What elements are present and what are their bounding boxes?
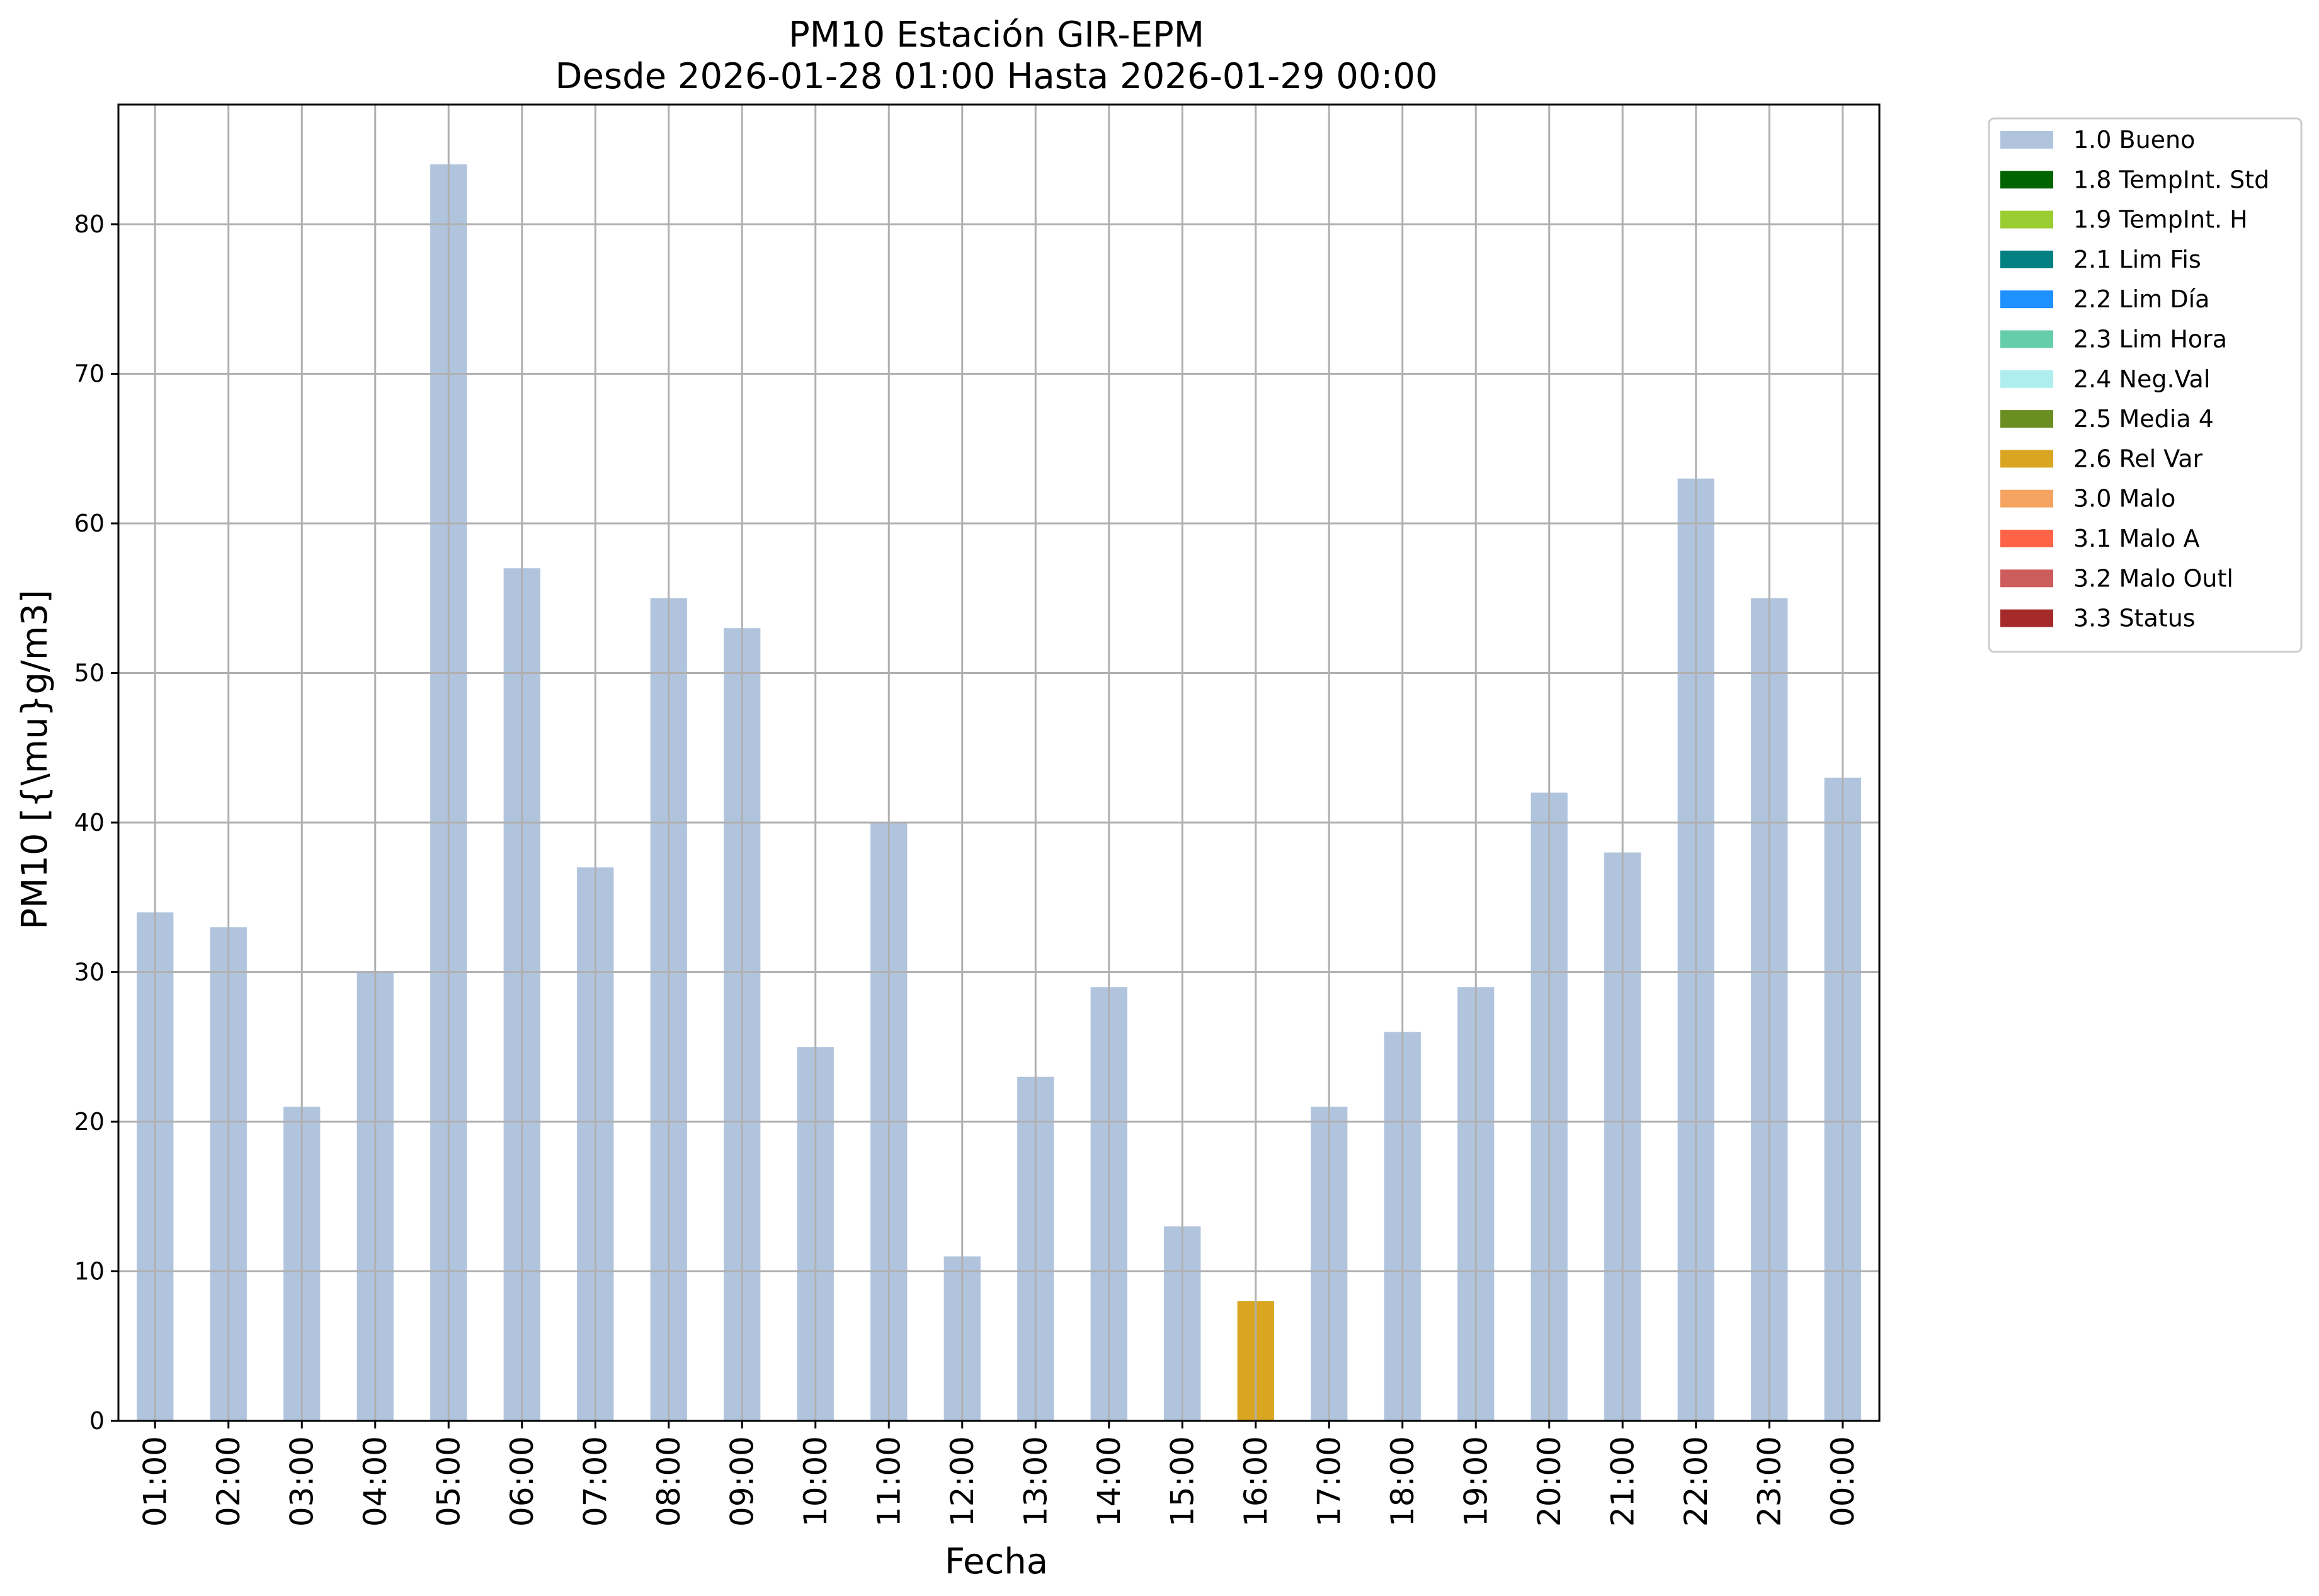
legend-entry: 3.0 Malo (2073, 485, 2175, 513)
plot-frame (117, 103, 1881, 1422)
x-tick-label: 23:00 (1751, 1436, 1787, 1527)
y-tick-label: 80 (74, 210, 105, 238)
x-tick-label: 16:00 (1238, 1436, 1274, 1527)
legend-entry: 2.6 Rel Var (2073, 445, 2203, 472)
x-tick-label: 19:00 (1457, 1436, 1494, 1527)
legend-entry: 2.3 Lim Hora (2073, 326, 2227, 353)
legend-entry: 1.0 Bueno (2073, 126, 2195, 154)
x-tick-label: 21:00 (1604, 1436, 1641, 1527)
x-tick-label: 04:00 (357, 1436, 394, 1527)
x-axis-ticks: 01:00 02:00 03:00 04:00 05:00 06:00 07:00 08:00… (137, 1421, 1861, 1527)
x-tick-label: 10:00 (797, 1436, 834, 1527)
x-tick-label: 12:00 (944, 1436, 981, 1527)
legend-entry: 3.3 Status (2073, 605, 2196, 632)
x-tick-label: 11:00 (870, 1436, 907, 1527)
x-tick-label: 05:00 (430, 1436, 467, 1527)
x-tick-label: 06:00 (504, 1436, 540, 1527)
y-tick-label: 70 (74, 360, 105, 388)
y-tick-label: 50 (74, 659, 105, 687)
legend-swatch (2000, 131, 2053, 149)
x-tick-label: 03:00 (283, 1436, 320, 1527)
legend-box (1988, 117, 2303, 653)
chart-title-line-1: PM10 Estación GIR-EPM (789, 14, 1204, 55)
legend: 1.0 Bueno 1.8 TempInt. Std 1.9 TempInt. H 2… (1988, 117, 2303, 653)
legend-swatch (2000, 489, 2053, 508)
legend-swatch (2000, 569, 2053, 588)
legend-swatch (2000, 290, 2053, 309)
y-tick-label: 10 (74, 1258, 105, 1285)
legend-swatch (2000, 210, 2053, 229)
x-tick-label: 14:00 (1091, 1436, 1127, 1527)
x-tick-label: 17:00 (1311, 1436, 1347, 1527)
legend-entry: 2.2 Lim Día (2073, 285, 2209, 313)
y-axis-ticks: 0 10 20 30 40 50 60 70 80 (74, 210, 118, 1435)
x-axis-label: Fecha (945, 1541, 1048, 1582)
legend-entry: 3.1 Malo A (2073, 525, 2199, 552)
legend-swatch (2000, 330, 2053, 348)
y-tick-label: 40 (74, 809, 105, 836)
x-tick-label: 13:00 (1017, 1436, 1054, 1527)
y-tick-label: 60 (74, 510, 105, 537)
x-tick-label: 08:00 (651, 1436, 687, 1527)
legend-swatch (2000, 530, 2053, 547)
grid (118, 105, 1879, 1422)
legend-entry: 2.4 Neg.Val (2073, 365, 2210, 393)
legend-swatch (2000, 609, 2053, 627)
legend-swatch (2000, 171, 2053, 189)
legend-swatch (2000, 370, 2053, 388)
x-tick-label: 22:00 (1678, 1436, 1714, 1527)
legend-entry: 1.9 TempInt. H (2073, 206, 2248, 234)
y-tick-label: 0 (89, 1407, 105, 1435)
x-tick-label: 00:00 (1825, 1436, 1861, 1527)
legend-entry: 2.1 Lim Fis (2073, 246, 2201, 273)
y-tick-label: 20 (74, 1108, 105, 1136)
chart-title-line-2: Desde 2026-01-28 01:00 Hasta 2026-01-29 … (555, 56, 1437, 97)
x-tick-label: 18:00 (1384, 1436, 1421, 1527)
x-tick-label: 15:00 (1164, 1436, 1200, 1527)
x-tick-label: 20:00 (1531, 1436, 1568, 1527)
legend-swatch (2000, 250, 2053, 268)
legend-entry: 2.5 Media 4 (2073, 405, 2214, 433)
x-tick-label: 09:00 (724, 1436, 760, 1527)
x-tick-label: 01:00 (137, 1436, 173, 1527)
legend-entry: 1.8 TempInt. Std (2073, 166, 2269, 193)
legend-swatch (2000, 410, 2053, 428)
x-tick-label: 07:00 (577, 1436, 613, 1527)
legend-entry: 3.2 Malo Outl (2073, 564, 2233, 592)
x-tick-label: 02:00 (210, 1436, 247, 1527)
y-tick-label: 30 (74, 959, 105, 986)
legend-swatch (2000, 450, 2053, 468)
y-axis-label: PM10 [{\mu}g/m3] (14, 590, 55, 930)
